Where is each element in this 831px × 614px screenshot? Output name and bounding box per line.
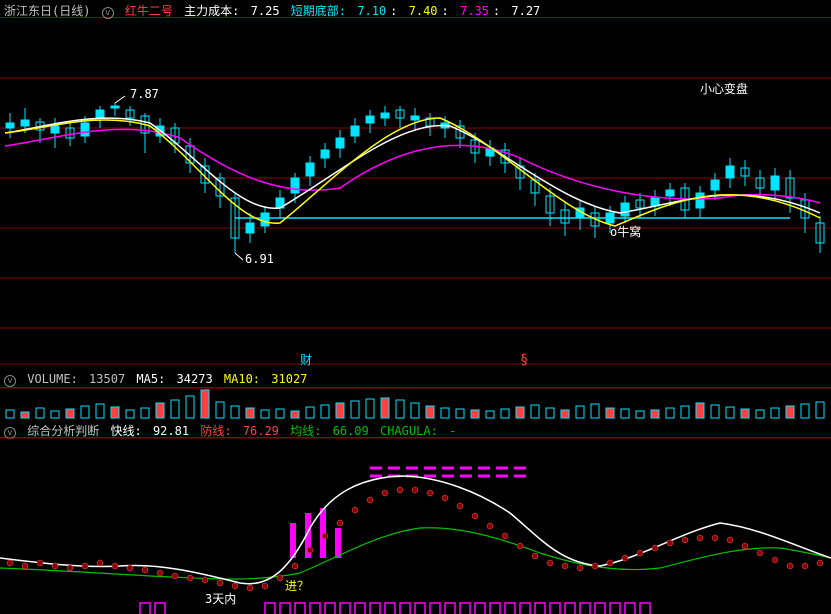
volume-header: v VOLUME: 13507 MA5: 34273 MA10: 31027 [0, 370, 831, 388]
svg-text:o牛窝: o牛窝 [610, 224, 641, 239]
volume-panel: v VOLUME: 13507 MA5: 34273 MA10: 31027 [0, 370, 831, 420]
chagula-label: CHAGULA: [380, 424, 438, 438]
avg-label: 均线: [290, 424, 321, 438]
val-2: 7.35 [460, 4, 489, 18]
indicator-name: 红牛二号 [125, 4, 173, 18]
ma5-label: MA5: [136, 372, 165, 386]
chagula-value: - [449, 424, 456, 438]
ma5-value: 34273 [177, 372, 213, 386]
cost-label: 主力成本: [184, 4, 239, 18]
price-chart-svg[interactable]: 小心变盘 o牛窝 7.87 6.91 财 § [0, 18, 831, 370]
indicator-panel: v 综合分析判断 快线: 92.81 防线: 76.29 均线: 66.09 C… [0, 420, 831, 614]
svg-text:6.91: 6.91 [245, 252, 274, 266]
val-0: 7.10 [357, 4, 386, 18]
avg-value: 66.09 [333, 424, 369, 438]
ma10-value: 31027 [271, 372, 307, 386]
svg-text:进？: 进？ [285, 579, 309, 593]
collapse-icon[interactable]: v [4, 375, 16, 387]
volume-chart-svg[interactable] [0, 388, 831, 420]
ma10-label: MA10: [224, 372, 260, 386]
def-value: 76.29 [243, 424, 279, 438]
def-label: 防线: [200, 424, 231, 438]
indicator-header: v 综合分析判断 快线: 92.81 防线: 76.29 均线: 66.09 C… [0, 420, 831, 438]
svg-text:7.87: 7.87 [130, 87, 159, 101]
indicator-chart-svg[interactable]: 进？ 3天内 [0, 438, 831, 614]
price-header: 浙江东日(日线) v 红牛二号 主力成本: 7.25 短期底部: 7.10: 7… [0, 0, 831, 18]
val-1: 7.40 [409, 4, 438, 18]
fast-label: 快线: [110, 424, 141, 438]
svg-text:3天内: 3天内 [205, 592, 236, 606]
stock-title: 浙江东日(日线) [4, 4, 90, 18]
cost-value: 7.25 [251, 4, 280, 18]
bottom-label: 短期底部: [291, 4, 346, 18]
svg-text:财: 财 [300, 353, 312, 367]
ind-title: 综合分析判断 [27, 424, 99, 438]
vol-label: VOLUME: [27, 372, 78, 386]
val-3: 7.27 [511, 4, 540, 18]
price-chart-panel: 浙江东日(日线) v 红牛二号 主力成本: 7.25 短期底部: 7.10: 7… [0, 0, 831, 370]
fast-value: 92.81 [153, 424, 189, 438]
svg-text:§: § [520, 352, 528, 368]
svg-text:小心变盘: 小心变盘 [700, 81, 748, 96]
vol-value: 13507 [89, 372, 125, 386]
